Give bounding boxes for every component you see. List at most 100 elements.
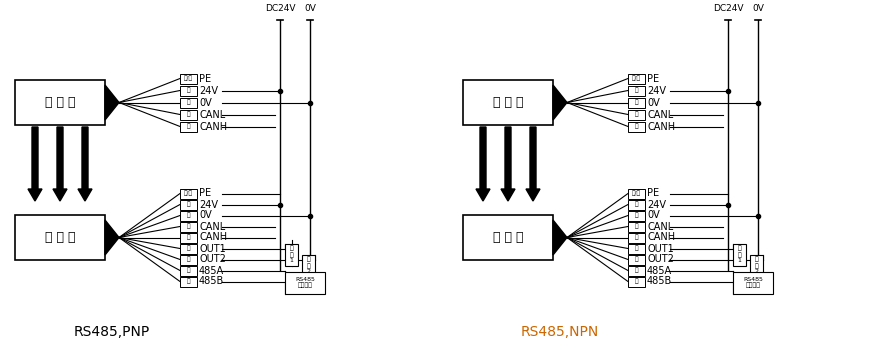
Text: PE: PE [199,189,211,198]
Bar [180,232,197,243]
Text: OUT1: OUT1 [647,244,674,253]
Bar [180,210,197,220]
Bar [628,222,645,231]
Bar [180,74,197,84]
FancyArrow shape [78,127,92,201]
FancyArrow shape [28,127,42,201]
Text: 485B: 485B [647,276,672,287]
Text: DC24V: DC24V [712,4,744,13]
Bar [180,85,197,96]
Text: 0V: 0V [304,4,316,13]
Bar [628,199,645,210]
Bar [628,189,645,198]
Text: 白: 白 [634,268,638,273]
Text: 黄: 黄 [634,235,638,240]
Bar [628,276,645,287]
Text: 发 射 器: 发 射 器 [493,96,523,109]
Text: 橙: 橙 [186,279,190,284]
Text: CANH: CANH [199,232,227,243]
Text: OUT1: OUT1 [199,244,226,253]
Bar [180,254,197,265]
Bar [180,266,197,275]
Text: 24V: 24V [647,199,666,210]
Text: CANH: CANH [199,121,227,132]
Text: CANH: CANH [647,121,675,132]
Text: RS485
设备终端: RS485 设备终端 [743,277,762,288]
Polygon shape [105,85,119,120]
Text: 24V: 24V [647,85,666,96]
Bar [628,244,645,253]
Text: 黄: 黄 [634,124,638,129]
Bar [628,232,645,243]
Bar [628,110,645,119]
Text: DC24V: DC24V [264,4,296,13]
Text: 负
载
1: 负 载 1 [737,246,741,264]
Text: CANL: CANL [647,110,673,119]
FancyArrow shape [53,127,67,201]
Text: 黄/绿: 黄/绿 [632,76,641,81]
Bar [463,80,553,125]
Text: 负
载
1: 负 载 1 [289,246,293,264]
Text: 红: 红 [186,88,190,93]
Text: 0V: 0V [199,98,211,107]
Text: CANL: CANL [199,110,225,119]
Polygon shape [105,220,119,255]
Text: 蓝: 蓝 [634,112,638,117]
Text: 黄/绿: 黄/绿 [184,76,193,81]
Bar [285,272,325,294]
FancyArrow shape [476,127,490,201]
Text: 棕: 棕 [634,257,638,262]
Text: 白: 白 [186,268,190,273]
Text: OUT2: OUT2 [647,254,674,265]
Text: 485A: 485A [647,266,672,275]
Bar [733,272,773,294]
Text: CANL: CANL [647,222,673,231]
Bar [628,98,645,107]
Text: 蓝: 蓝 [634,224,638,229]
Text: 黑: 黑 [634,246,638,251]
Bar [15,80,105,125]
Bar [180,276,197,287]
Text: 黄/绿: 黄/绿 [632,191,641,196]
Text: RS485
设备终端: RS485 设备终端 [295,277,314,288]
Text: 绿: 绿 [186,213,190,218]
Text: 绿: 绿 [634,213,638,218]
Bar [750,254,763,276]
Text: 橙: 橙 [634,279,638,284]
Bar [180,189,197,198]
Text: 红: 红 [634,202,638,207]
Text: 负
载
2: 负 载 2 [306,257,311,274]
Text: 485A: 485A [199,266,224,275]
FancyArrow shape [501,127,515,201]
Text: 红: 红 [634,88,638,93]
Text: 接 收 器: 接 收 器 [45,231,75,244]
Bar [628,210,645,220]
Bar [180,222,197,231]
Text: CANL: CANL [199,222,225,231]
Text: 黄: 黄 [186,124,190,129]
Bar [285,244,298,266]
Text: RS485,NPN: RS485,NPN [521,325,599,339]
Bar [628,74,645,84]
Bar [180,98,197,107]
FancyArrow shape [526,127,540,201]
Text: PE: PE [647,189,659,198]
Text: 0V: 0V [752,4,764,13]
Bar [628,121,645,132]
Text: 绿: 绿 [186,100,190,105]
Text: 24V: 24V [199,85,218,96]
Text: 黄: 黄 [186,235,190,240]
Text: 485B: 485B [199,276,224,287]
Text: 发 射 器: 发 射 器 [45,96,75,109]
Text: 棕: 棕 [186,257,190,262]
Text: 红: 红 [186,202,190,207]
Text: PE: PE [199,74,211,84]
Text: 0V: 0V [647,98,659,107]
Polygon shape [553,220,567,255]
Text: 0V: 0V [199,210,211,220]
Bar [180,199,197,210]
Text: 负
载
2: 负 载 2 [754,257,759,274]
Bar [180,244,197,253]
Text: CANH: CANH [647,232,675,243]
Text: 蓝: 蓝 [186,112,190,117]
